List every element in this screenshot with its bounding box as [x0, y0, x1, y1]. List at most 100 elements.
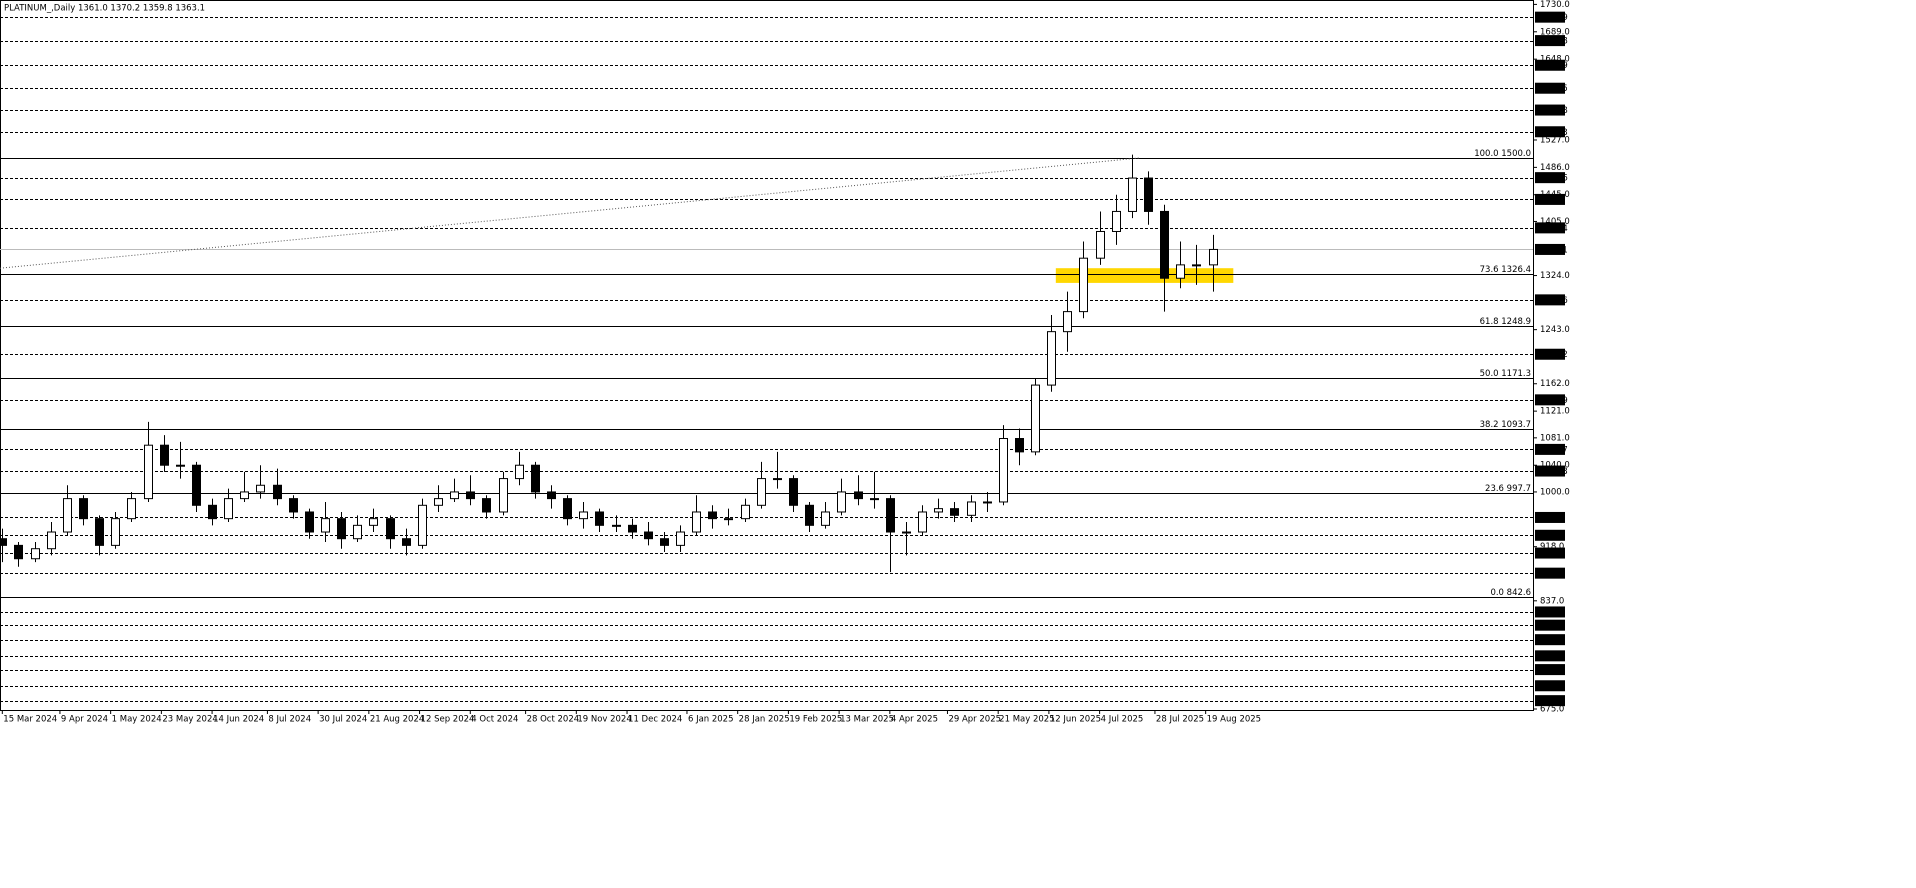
x-tick-label: 15 Mar 2024	[3, 715, 57, 725]
candle-body	[805, 504, 814, 526]
level-label: 908.5	[1538, 549, 1562, 559]
level-label: 1604.5	[1538, 84, 1568, 94]
level-label: 800.5	[1538, 621, 1562, 631]
candle-body	[31, 548, 40, 560]
current-price-label: 1363.1	[1538, 245, 1568, 255]
level-box	[1535, 567, 1565, 579]
current-price-box	[1535, 243, 1565, 255]
level-box	[1535, 634, 1565, 646]
y-tick-label: 1324.0	[1540, 271, 1570, 281]
candle-body	[644, 531, 653, 540]
level-box	[1535, 695, 1565, 707]
candle-body	[337, 518, 346, 540]
plot-frame	[0, 0, 1534, 711]
candle-body	[1047, 331, 1056, 386]
fib-label: 61.8 1248.9	[1480, 317, 1531, 327]
candle-body	[547, 491, 556, 500]
y-tick-label: 837.0	[1540, 596, 1564, 606]
x-tick-label: 29 Apr 2025	[948, 715, 1001, 725]
y-tick-label: 675.0	[1540, 705, 1564, 715]
chart-title: PLATINUM_,Daily 1361.0 1370.2 1359.8 136…	[4, 4, 205, 14]
candle-body	[499, 478, 508, 513]
y-tick-label: 1121.0	[1540, 407, 1570, 417]
x-tick-label: 12 Jun 2025	[1050, 715, 1101, 725]
fib-label: 23.6 997.7	[1485, 484, 1531, 494]
level-label: 820.3	[1538, 608, 1562, 618]
candle-body	[1079, 257, 1088, 313]
level-label: 754.6	[1538, 652, 1562, 662]
candle-body	[724, 518, 733, 521]
candle-body	[14, 544, 23, 560]
level-box	[1535, 529, 1565, 541]
level-box	[1535, 606, 1565, 618]
candle-body	[418, 504, 427, 546]
zone	[1055, 268, 1234, 283]
candle-body	[1031, 384, 1040, 453]
y-tick-label: 1689.0	[1540, 27, 1570, 37]
candle-body	[47, 531, 56, 550]
candle-body	[224, 498, 233, 520]
y-tick-label: 1162.0	[1540, 379, 1570, 389]
level-label: 1031.3	[1538, 467, 1568, 477]
level-label: 1638.9	[1538, 61, 1568, 71]
level-label: 1395.4	[1538, 224, 1568, 234]
level-label: 961.8	[1538, 513, 1562, 523]
candle-body	[144, 444, 153, 500]
candle-body	[918, 511, 927, 533]
candle-body	[95, 518, 104, 546]
fib-label: 38.2 1093.7	[1480, 420, 1531, 430]
level-box	[1535, 59, 1565, 71]
candle-body	[773, 478, 782, 481]
candle-body	[789, 478, 798, 506]
x-tick-label: 21 Aug 2024	[370, 715, 424, 725]
candle-body	[240, 491, 249, 500]
x-tick-label: 11 Dec 2024	[628, 715, 682, 725]
candle-body	[870, 498, 879, 501]
level-box	[1535, 443, 1565, 455]
fib-label: 50.0 1171.3	[1480, 369, 1531, 379]
level-label: 1438	[1538, 195, 1560, 205]
x-tick-label: 6 Jan 2025	[688, 715, 734, 725]
level-label: 878.4	[1538, 569, 1562, 579]
x-tick-label: 14 Jun 2024	[213, 715, 264, 725]
candle-body	[902, 531, 911, 534]
x-tick-label: 1 May 2024	[112, 715, 162, 725]
fib-label: 100.0 1500.0	[1474, 149, 1531, 159]
y-tick-label: 1243.0	[1540, 325, 1570, 335]
level-box	[1535, 193, 1565, 205]
candle-body	[821, 511, 830, 526]
candle-body	[1096, 230, 1105, 259]
level-box	[1535, 465, 1565, 477]
candle-body	[353, 524, 362, 540]
candle-body	[854, 491, 863, 500]
candle-body	[515, 464, 524, 480]
level-box	[1535, 619, 1565, 631]
candle-body	[531, 464, 540, 493]
candle-body	[1209, 248, 1218, 266]
level-box	[1535, 664, 1565, 676]
level-box	[1535, 82, 1565, 94]
candle-body	[256, 484, 265, 493]
level-box	[1535, 172, 1565, 184]
candle-body	[111, 518, 120, 546]
candle-body	[273, 484, 282, 500]
y-tick-label: 1486.0	[1540, 163, 1570, 173]
candle-body	[482, 498, 491, 513]
level-box	[1535, 11, 1565, 23]
level-label: 1675.8	[1538, 37, 1568, 47]
y-tick-label: 1000.0	[1540, 487, 1570, 497]
fib-label: 0.0 842.6	[1490, 588, 1531, 598]
level-label: 1710.9	[1538, 13, 1568, 23]
candle-body	[450, 491, 459, 500]
y-tick-label: 1527.0	[1540, 135, 1570, 145]
candle-body	[1176, 264, 1185, 279]
x-tick-label: 30 Jul 2024	[319, 715, 367, 725]
candle-body	[660, 538, 669, 546]
level-box	[1535, 394, 1565, 406]
fib-label: 73.6 1326.4	[1480, 265, 1531, 275]
candle-body	[563, 498, 572, 520]
candle-body	[402, 538, 411, 546]
candle-body	[886, 498, 895, 533]
level-label: 687.5	[1538, 697, 1562, 707]
